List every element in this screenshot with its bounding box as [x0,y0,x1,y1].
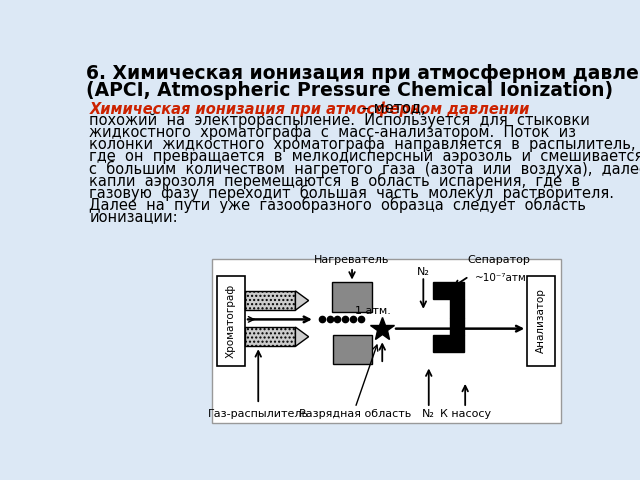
Text: – метод,: – метод, [358,101,426,117]
Text: с  большим  количеством  нагретого  газа  (азота  или  воздуха),  далее: с большим количеством нагретого газа (аз… [90,161,640,177]
Bar [451,318,463,335]
Text: жидкостного  хроматографа  с  масс-анализатором.  Поток  из: жидкостного хроматографа с масс-анализат… [90,125,576,140]
Text: колонки  жидкостного  хроматографа  направляется  в  распылитель,: колонки жидкостного хроматографа направл… [90,137,636,152]
Text: К насосу: К насосу [440,408,491,419]
Bar [451,300,463,318]
Text: N₂: N₂ [422,408,435,419]
Text: Хроматограф: Хроматограф [226,284,236,358]
Bar [212,259,561,423]
Bar [527,276,555,366]
Text: где  он  превращается  в  мелкодисперсный  аэрозоль  и  смешивается: где он превращается в мелкодисперсный аэ… [90,149,640,164]
Bar [332,282,372,312]
Text: ионизации:: ионизации: [90,209,178,224]
Polygon shape [296,327,308,347]
Text: Анализатор: Анализатор [536,288,546,353]
Text: N₂: N₂ [417,267,430,277]
Bar [217,276,245,366]
Text: Газ-распылитель: Газ-распылитель [208,408,308,419]
Text: похожий  на  электрораспыление.  Используется  для  стыковки: похожий на электрораспыление. Использует… [90,113,590,129]
Bar [245,291,296,310]
Text: Сепаратор: Сепаратор [467,255,531,265]
Bar [433,335,463,352]
Text: 6. Химическая ионизация при атмосферном давлении: 6. Химическая ионизация при атмосферном … [86,64,640,83]
Text: Химическая ионизация при атмосферном давлении: Химическая ионизация при атмосферном дав… [90,101,530,117]
Text: Далее  на  пути  уже  газообразного  образца  следует  область: Далее на пути уже газообразного образца … [90,197,586,213]
Bar [245,327,296,347]
Bar [433,282,463,300]
Text: (APCI, Atmospheric Pressure Chemical Ionization): (APCI, Atmospheric Pressure Chemical Ion… [86,81,613,100]
Polygon shape [296,291,308,310]
Bar [333,335,372,364]
Text: 1 атм.: 1 атм. [355,306,391,316]
Text: Нагреватель: Нагреватель [314,255,390,265]
Text: Разрядная область: Разрядная область [299,408,412,419]
Text: ~10⁻⁷атм: ~10⁻⁷атм [476,273,527,283]
Text: газовую  фазу  переходит  большая  часть  молекул  растворителя.: газовую фазу переходит большая часть мол… [90,185,614,201]
Text: капли  аэрозоля  перемещаются  в  область  испарения,  где  в: капли аэрозоля перемещаются в область ис… [90,173,580,189]
